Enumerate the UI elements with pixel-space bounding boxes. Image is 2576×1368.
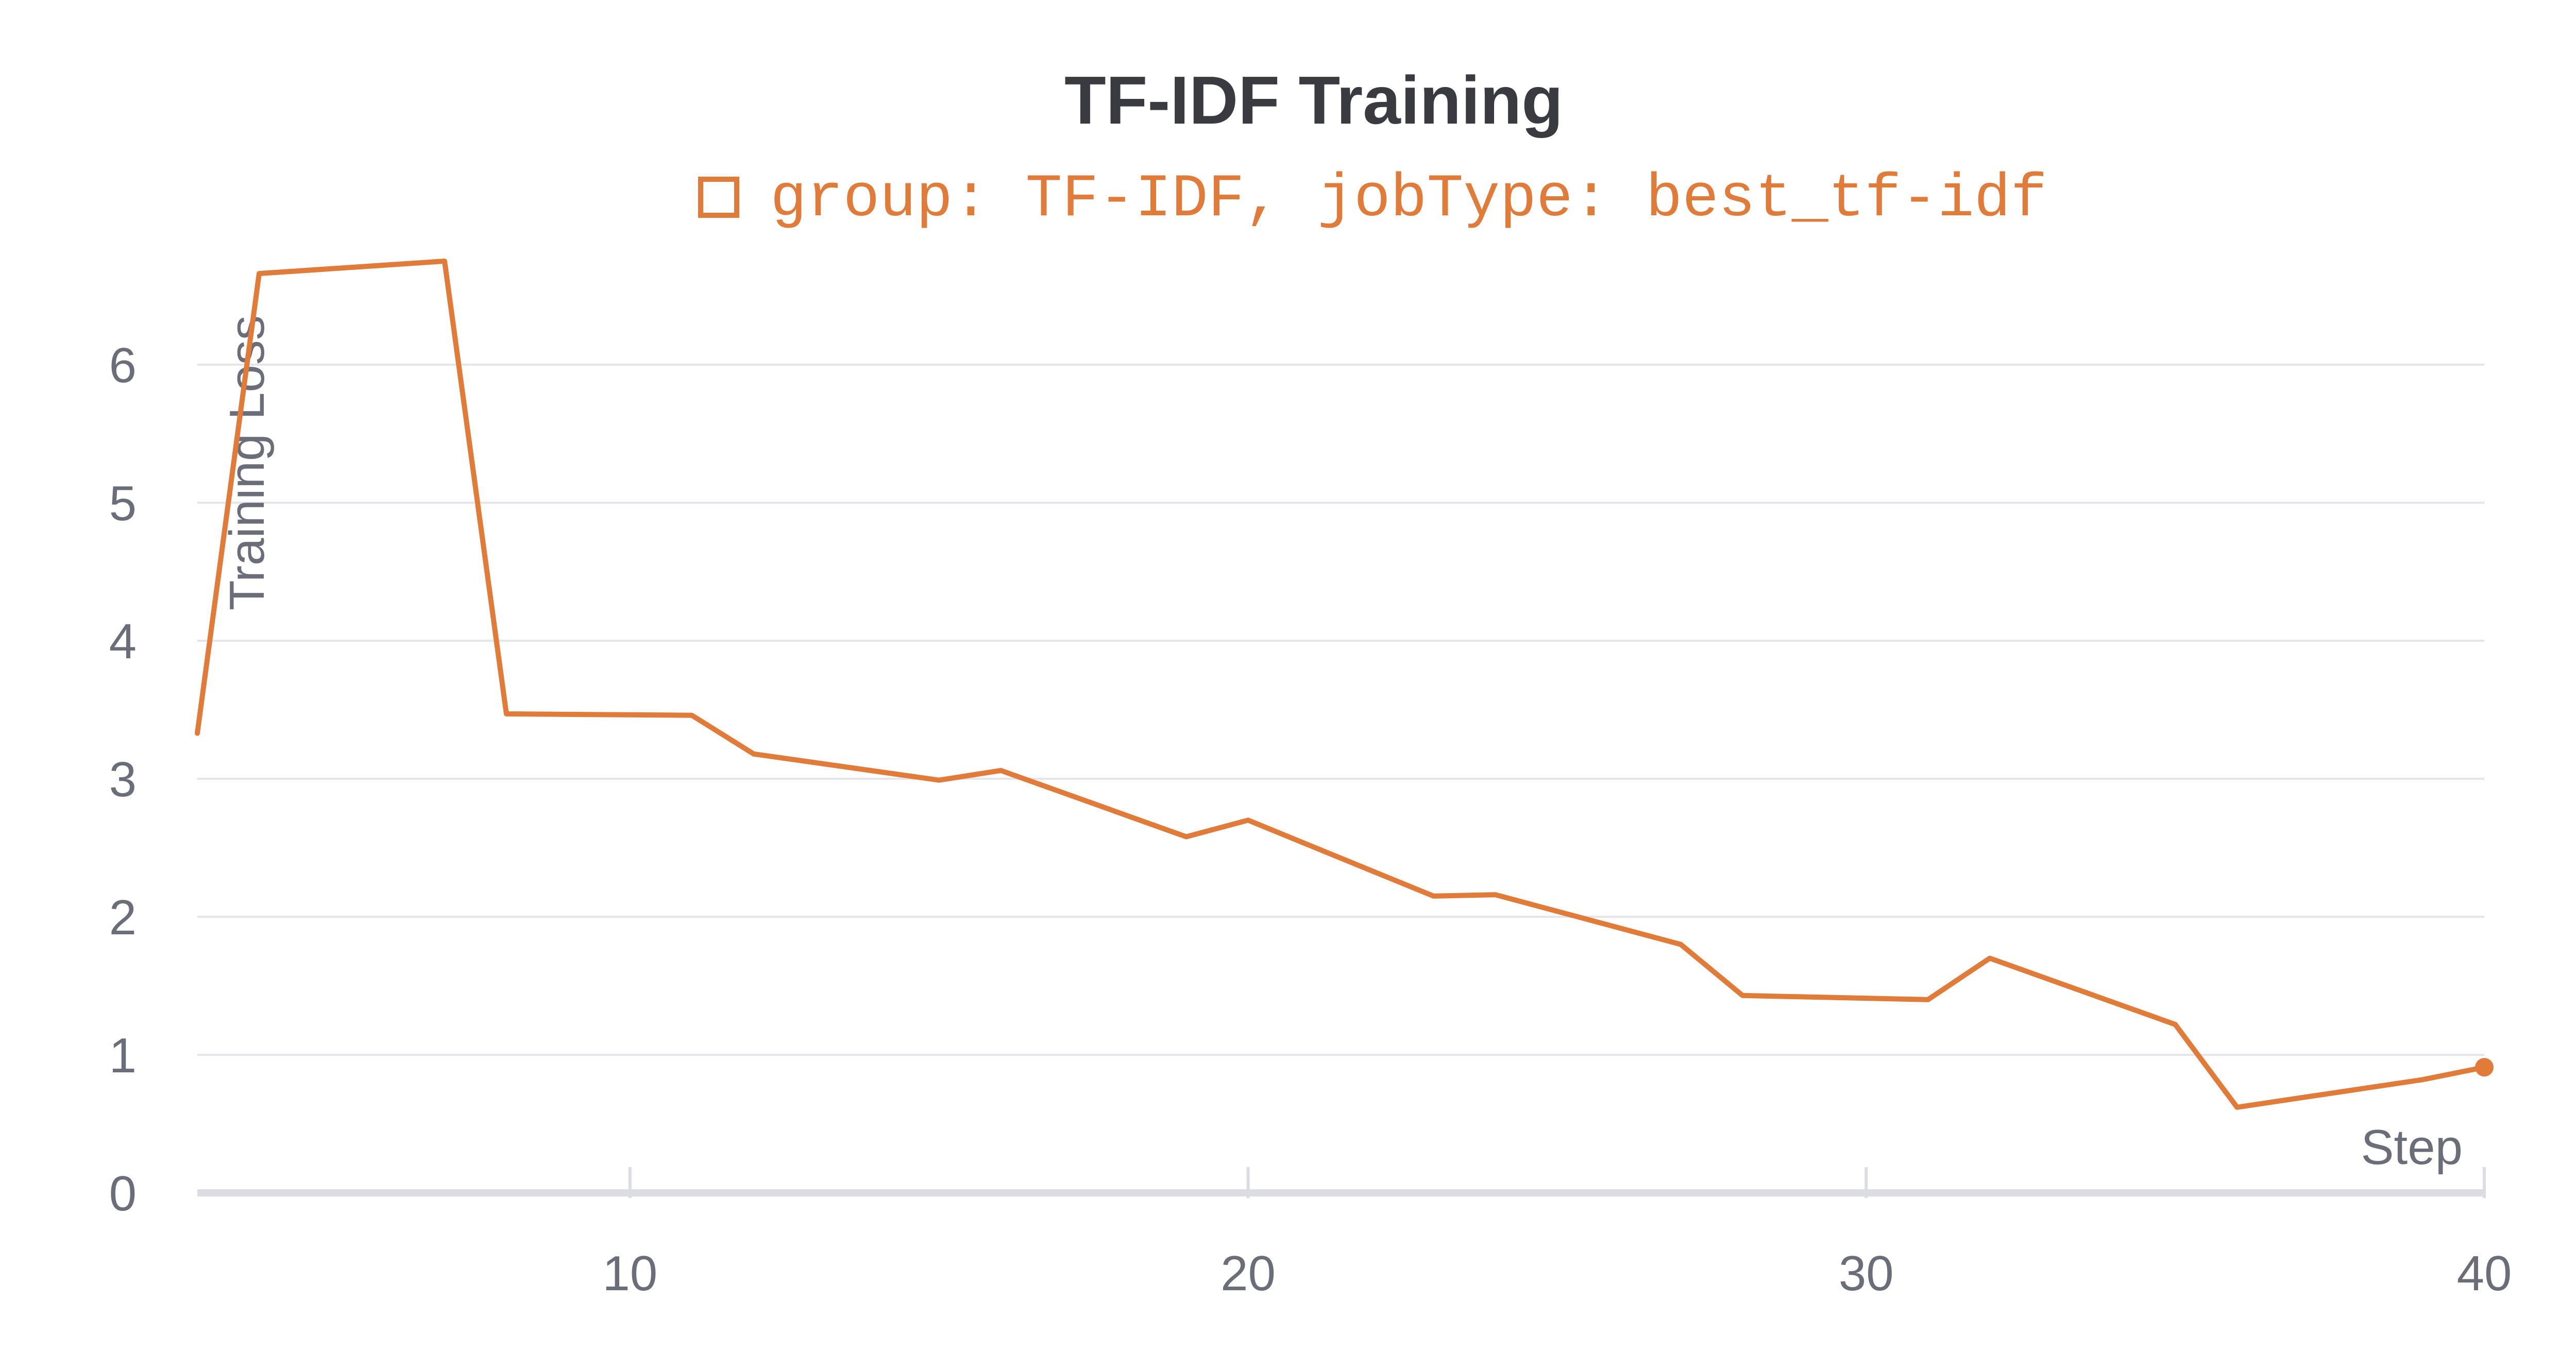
y-tick-label-3: 3 <box>109 752 137 807</box>
y-tick-label-5: 5 <box>109 476 137 531</box>
chart-title: TF-IDF Training <box>1064 62 1563 138</box>
y-tick-label-4: 4 <box>109 614 137 669</box>
y-axis: 0 1 2 3 4 5 6 <box>109 338 137 1221</box>
legend[interactable]: group: TF-IDF, jobType: best_tf-idf <box>698 165 2047 234</box>
y-tick-label-2: 2 <box>109 890 137 945</box>
x-axis-label: Step <box>2361 1120 2463 1175</box>
x-tick-label-20: 20 <box>1221 1246 1276 1301</box>
x-axis: 10 20 30 40 <box>197 1167 2512 1301</box>
y-tick-label-0: 0 <box>109 1166 137 1221</box>
y-tick-label-6: 6 <box>109 338 137 393</box>
gridlines <box>197 364 2484 1056</box>
legend-swatch <box>698 177 739 218</box>
series-line-best-tf-idf[interactable] <box>195 259 2487 1110</box>
x-tick-label-40: 40 <box>2457 1246 2512 1301</box>
series-end-point[interactable] <box>2475 1058 2494 1077</box>
y-tick-label-1: 1 <box>109 1028 137 1083</box>
x-tick-label-30: 30 <box>1839 1246 1894 1301</box>
x-tick-label-10: 10 <box>602 1246 657 1301</box>
legend-label: group: TF-IDF, jobType: best_tf-idf <box>770 165 2047 234</box>
series-layer <box>195 259 2494 1110</box>
